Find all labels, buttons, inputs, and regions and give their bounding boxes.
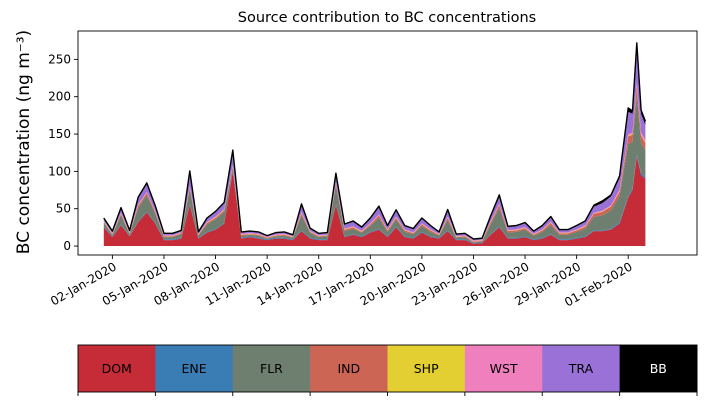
area-ene: [103, 154, 646, 244]
legend-label-flr: FLR: [260, 361, 283, 376]
legend-label-dom: DOM: [102, 361, 132, 376]
legend-swatch-shp: [387, 345, 466, 392]
y-tick-label: 50: [56, 202, 71, 216]
area-flr: [103, 94, 646, 244]
stacked-areas: [103, 42, 646, 246]
legend-label-ene: ENE: [181, 361, 206, 376]
legend-label-wst: WST: [490, 361, 518, 376]
y-tick-label: 0: [63, 239, 71, 253]
y-tick-label: 200: [48, 90, 71, 104]
y-axis-label: BC concentration (ng m⁻³): [14, 30, 34, 254]
y-tick-label: 250: [48, 52, 71, 66]
legend-swatch-tra: [542, 345, 621, 392]
legend-label-tra: TRA: [568, 361, 594, 376]
legend-swatch-ene: [155, 345, 234, 392]
legend-swatch-wst: [464, 345, 543, 392]
total-line-group: [103, 42, 647, 240]
legend-label-bb: BB: [650, 361, 667, 376]
legend-swatch-bb: [619, 345, 698, 392]
chart-title: Source contribution to BC concentrations: [238, 10, 536, 26]
y-axis: 0 50 100 150 200 250: [48, 52, 78, 253]
plot-frame: [77, 30, 698, 256]
x-axis: 02-Jan-202005-Jan-202008-Jan-202011-Jan-…: [48, 255, 635, 309]
area-dom: [103, 156, 646, 246]
legend-colorbar: DOM ENE FLR IND SHP WST TRA BB: [77, 344, 698, 396]
legend-swatch-flr: [232, 345, 311, 392]
legend-label-ind: IND: [337, 361, 360, 376]
plot-area: [77, 30, 698, 256]
y-tick-label: 100: [48, 164, 71, 178]
legend-swatch-ind: [310, 345, 388, 392]
legend-label-shp: SHP: [414, 361, 439, 376]
total-line: [103, 42, 647, 240]
legend-swatch-dom: [78, 345, 156, 392]
y-tick-label: 150: [48, 127, 71, 141]
